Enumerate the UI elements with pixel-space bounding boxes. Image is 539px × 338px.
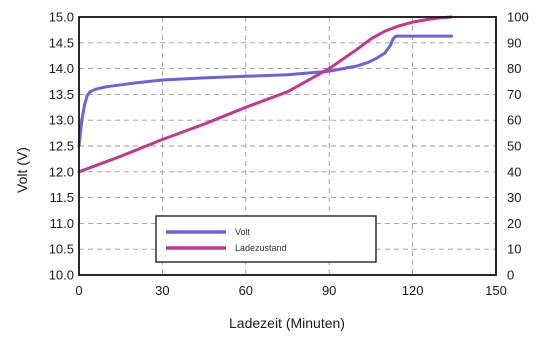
- x-tick-label: 150: [485, 283, 507, 298]
- x-tick-label: 120: [402, 283, 424, 298]
- y-right-tick-label: 90: [507, 35, 521, 50]
- y-right-tick-label: 10: [507, 242, 521, 257]
- legend-box: [155, 215, 377, 263]
- y-left-tick-label: 12.5: [49, 139, 74, 154]
- x-axis-title: Ladezeit (Minuten): [229, 315, 345, 331]
- plot-frame: [78, 16, 497, 276]
- y-left-tick-label: 14.0: [49, 61, 74, 76]
- x-tick-labels: 0 30 60 90 120 150: [75, 283, 506, 298]
- y-right-tick-labels: 0 10 20 30 40 50 60 70 80 90 100: [507, 10, 529, 283]
- y-right-tick-label: 70: [507, 87, 521, 102]
- y-left-tick-label: 10.0: [49, 268, 74, 283]
- x-tick-label: 0: [75, 283, 82, 298]
- y-right-tick-label: 30: [507, 190, 521, 205]
- y-left-tick-label: 15.0: [49, 10, 74, 25]
- x-tick-label: 90: [322, 283, 336, 298]
- series-line-ladezustand: [77, 15, 453, 174]
- series-layer: [77, 15, 453, 174]
- y-right-tick-label: 60: [507, 113, 521, 128]
- y-right-tick-label: 80: [507, 61, 521, 76]
- y-right-tick-label: 100: [507, 10, 529, 25]
- y-right-tick-label: 20: [507, 216, 521, 231]
- series-line-volt: [77, 34, 453, 148]
- y-left-tick-label: 13.5: [49, 87, 74, 102]
- y-left-tick-label: 11.0: [50, 216, 74, 231]
- legend-label-volt: Volt: [235, 227, 251, 237]
- y-right-tick-label: 0: [507, 268, 514, 283]
- y-right-tick-label: 40: [507, 164, 521, 179]
- y-left-tick-labels: 10.0 10.5 11.0 11.5 12.0 12.5 13.0 13.5 14.0 14.5…: [49, 10, 74, 283]
- x-tick-label: 60: [239, 283, 253, 298]
- y-left-tick-label: 11.5: [50, 190, 74, 205]
- x-tick-label: 30: [155, 283, 169, 298]
- y-left-tick-label: 13.0: [49, 113, 74, 128]
- legend-label-ladezustand: Ladezustand: [235, 243, 287, 253]
- y-left-tick-label: 10.5: [49, 242, 74, 257]
- y-left-tick-label: 14.5: [49, 35, 74, 50]
- y-left-tick-label: 12.0: [49, 164, 74, 179]
- y-right-tick-label: 50: [507, 139, 521, 154]
- y-left-axis-title: Volt (V): [14, 147, 30, 193]
- legend: Volt Ladezustand: [155, 215, 377, 263]
